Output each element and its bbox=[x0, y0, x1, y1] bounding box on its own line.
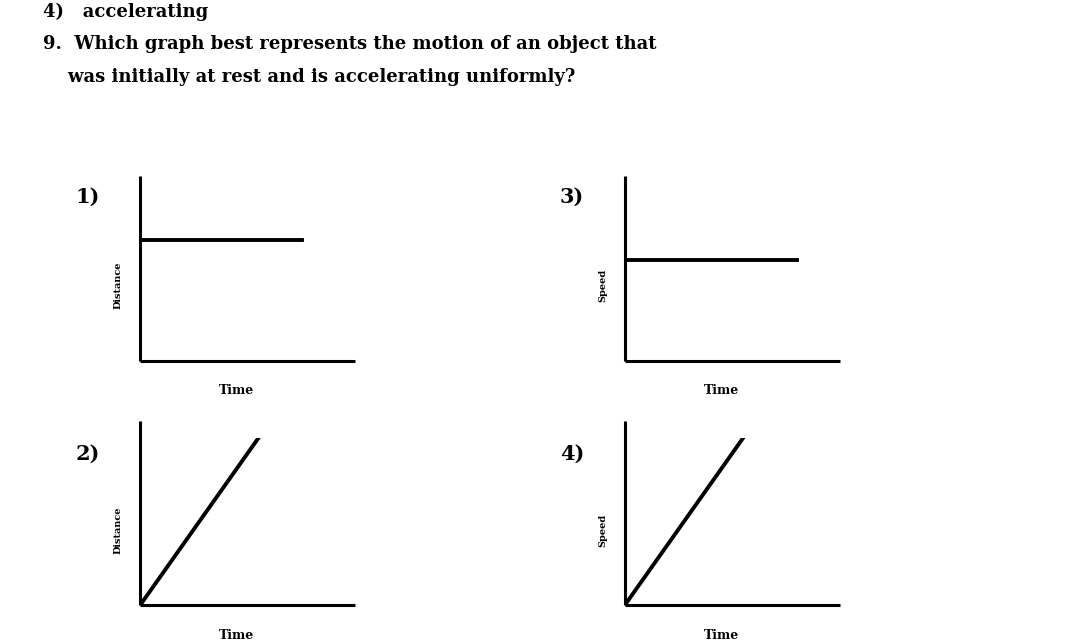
Text: Speed: Speed bbox=[599, 513, 607, 547]
Text: was initially at rest and is accelerating uniformly?: was initially at rest and is acceleratin… bbox=[43, 68, 575, 86]
Text: Distance: Distance bbox=[114, 261, 123, 309]
Text: 4)   accelerating: 4) accelerating bbox=[43, 3, 208, 21]
Text: 3): 3) bbox=[560, 186, 585, 207]
Text: Time: Time bbox=[704, 629, 739, 642]
Text: Time: Time bbox=[220, 384, 254, 397]
Text: Speed: Speed bbox=[599, 269, 607, 302]
Text: Distance: Distance bbox=[114, 506, 123, 554]
Text: 4): 4) bbox=[560, 444, 585, 464]
Text: Time: Time bbox=[704, 384, 739, 397]
Text: Time: Time bbox=[220, 629, 254, 642]
Text: 9.  Which graph best represents the motion of an object that: 9. Which graph best represents the motio… bbox=[43, 35, 657, 53]
Text: 2): 2) bbox=[75, 444, 100, 464]
Text: 1): 1) bbox=[75, 186, 100, 207]
